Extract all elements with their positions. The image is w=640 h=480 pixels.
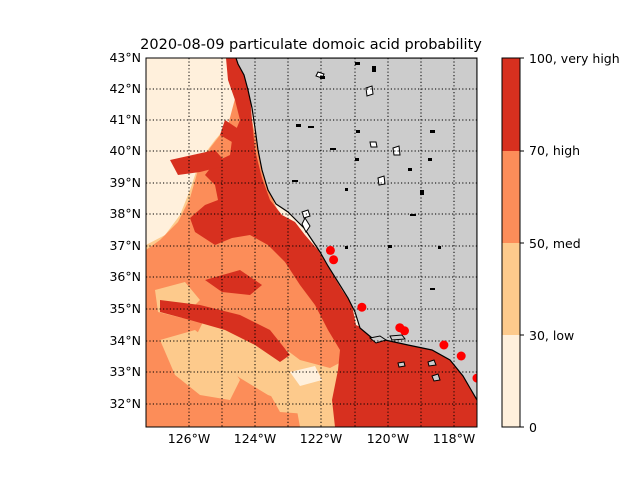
prob-med-patch <box>160 330 240 400</box>
map-title: 2020-08-09 particulate domoic acid proba… <box>140 37 482 53</box>
lat-tick-label: 35°N <box>109 301 141 316</box>
lon-tick-label: 122°W <box>300 431 342 446</box>
island <box>389 334 406 341</box>
colorbar-band-med <box>502 243 520 335</box>
lon-tick-label: 118°W <box>433 431 475 446</box>
lon-tick-label: 124°W <box>234 431 276 446</box>
lat-axis: 32°N 33°N 34°N 35°N 36°N 37°N 38°N 39°N … <box>109 50 141 411</box>
station-marker <box>357 302 367 312</box>
lat-tick-label: 33°N <box>109 364 141 379</box>
lat-tick-label: 39°N <box>109 175 141 190</box>
lat-tick-label: 37°N <box>109 238 141 253</box>
lon-axis: 126°W 124°W 122°W 120°W 118°W <box>168 431 475 446</box>
station-marker <box>329 255 339 265</box>
lat-tick-label: 40°N <box>109 143 141 158</box>
lon-tick-label: 120°W <box>367 431 409 446</box>
station-marker <box>456 351 466 361</box>
island <box>431 373 441 382</box>
lat-tick-label: 36°N <box>109 269 141 284</box>
station-markers <box>325 245 477 383</box>
island <box>427 359 437 367</box>
colorbar-band-low <box>502 335 520 427</box>
prob-very-high-tendril <box>220 120 240 142</box>
colorbar-band-very-high <box>502 58 520 151</box>
colorbar-label: 100, very high <box>529 51 620 66</box>
prob-very-high-tendril <box>170 150 228 175</box>
lat-tick-label: 32°N <box>109 396 141 411</box>
lat-tick-label: 41°N <box>109 112 141 127</box>
inland-lake-marks <box>292 62 441 290</box>
lon-tick-label: 126°W <box>168 431 210 446</box>
lat-tick-label: 38°N <box>109 206 141 221</box>
island <box>397 361 406 368</box>
prob-very-high-tendril <box>160 300 290 362</box>
colorbar-label: 0 <box>529 420 537 435</box>
colorbar-band-high <box>502 151 520 243</box>
prob-low-patch <box>290 366 322 386</box>
map-area <box>146 58 477 427</box>
prob-very-high-tendril <box>205 270 262 295</box>
map-grid <box>146 58 477 427</box>
colorbar-label: 50, med <box>529 236 581 251</box>
land <box>235 58 477 402</box>
colorbar-label: 70, high <box>529 143 580 158</box>
colorbar-label: 30, low <box>529 328 574 343</box>
lat-tick-label: 42°N <box>109 81 141 96</box>
station-marker <box>439 340 449 350</box>
station-marker <box>400 326 409 336</box>
prob-very-high-region <box>190 58 477 427</box>
lat-tick-label: 34°N <box>109 333 141 348</box>
colorbar: 100, very high 70, high 50, med 30, low … <box>501 51 620 435</box>
lat-tick-label: 43°N <box>109 50 141 65</box>
map-frame <box>145 57 478 428</box>
station-marker <box>472 373 477 383</box>
station-marker <box>325 245 335 255</box>
prob-med-patch <box>265 378 330 415</box>
